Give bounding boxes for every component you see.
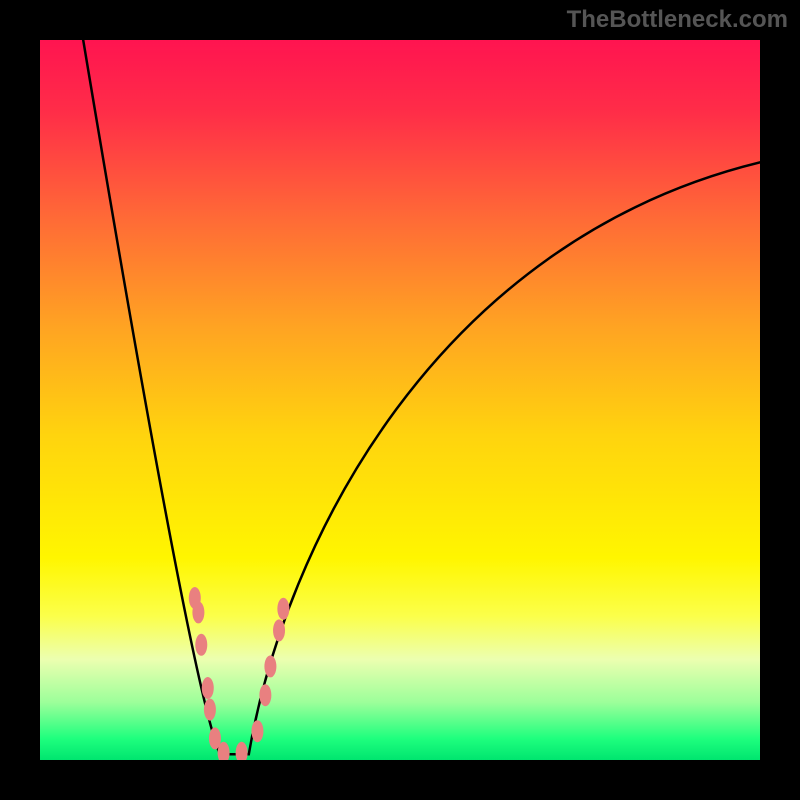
data-marker (264, 655, 276, 677)
gradient-background (40, 40, 760, 760)
data-marker (259, 684, 271, 706)
data-marker (204, 699, 216, 721)
data-marker (195, 634, 207, 656)
data-marker (202, 677, 214, 699)
watermark-text: TheBottleneck.com (567, 6, 788, 34)
data-marker (273, 619, 285, 641)
plot-area (40, 40, 760, 760)
data-marker (277, 598, 289, 620)
data-marker (192, 601, 204, 623)
plot-svg (40, 40, 760, 760)
data-marker (251, 720, 263, 742)
